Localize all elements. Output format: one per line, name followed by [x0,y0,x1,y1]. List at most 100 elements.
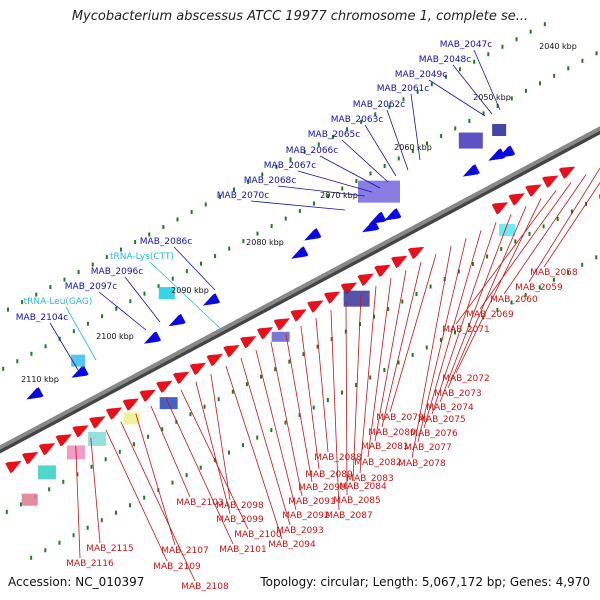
tick-mark [275,164,278,169]
leader-line [105,429,168,562]
tick-mark [218,194,221,199]
tick-mark [473,59,476,64]
leader-line [195,381,231,515]
tick-mark [312,405,315,410]
leader-line [543,182,600,268]
leader-line [345,302,348,496]
tick-mark [444,74,447,79]
tick-mark [383,163,386,168]
tick-mark [134,240,137,245]
tick-mark [171,480,174,485]
tick-mark [383,367,386,372]
reverse-gene-label: MAB_2096c [91,267,144,277]
forward-gene-label: MAB_2060 [490,295,538,305]
tick-mark [369,375,372,380]
forward-gene-arrow [105,407,123,420]
leader-line [423,230,482,429]
leader-line-layer [49,49,600,582]
scale-label: 2040 kbp [539,42,577,51]
tick-mark [289,157,292,162]
tick-mark [487,52,490,57]
leader-line [165,397,234,545]
tick-mark [553,73,556,78]
tick-mark [482,111,485,116]
reverse-gene-label: MAB_2061c [377,84,430,94]
tick-mark [288,359,291,364]
forward-gene-label: MAB_2082 [354,458,402,468]
forward-gene-arrow [407,246,425,259]
tick-mark [118,449,121,454]
forward-gene-arrow [256,327,274,340]
forward-gene-label: MAB_2100 [234,530,282,540]
forward-gene-label: MAB_2088 [314,453,362,463]
leader-line [503,174,587,295]
tick-mark [556,216,559,221]
tick-mark [185,269,188,274]
feature-box [358,180,401,203]
tick-mark [468,118,471,123]
tick-mark [91,262,94,267]
accession-text: Accession: NC_010397 [8,575,145,589]
tick-mark [567,270,570,275]
forward-gene-label: MAB_2059 [515,283,563,293]
reverse-gene-arrow [143,331,162,344]
tick-mark [340,390,343,395]
tick-mark [203,404,206,409]
forward-gene-arrow [307,300,324,313]
forward-gene-arrow [374,264,391,277]
reverse-gene-label: MAB_2070c [217,191,270,201]
tick-layer [2,22,600,560]
tick-mark [459,67,462,72]
backbone-line [0,126,600,450]
tick-mark [157,284,160,289]
tick-mark [425,345,428,350]
tick-mark [147,434,150,439]
reverse-gene-label: MAB_2104c [16,313,69,323]
tick-mark [72,533,75,538]
scale-label: 2110 kbp [21,375,59,384]
leader-line [528,167,600,283]
forward-gene-label: MAB_2090 [298,483,346,493]
leader-line [359,286,377,474]
tick-mark [346,127,349,132]
tick-mark [514,239,517,244]
leader-line [417,238,467,443]
tick-mark [19,502,22,507]
tick-mark [101,314,104,319]
forward-gene-arrow [122,398,139,411]
reverse-gene-arrow [26,387,44,400]
forward-gene-arrow [89,416,106,429]
tick-mark [245,382,248,387]
tick-mark [176,217,179,222]
tick-mark [30,351,33,356]
forward-gene-label: MAB_2079 [376,413,424,423]
scale-label: 2060 kbp [394,143,432,152]
backbone-layer [0,126,600,454]
tick-mark [132,442,135,447]
leader-line [315,317,329,453]
forward-gene-label: MAB_2071 [442,325,490,335]
tick-mark [261,172,264,177]
tick-mark [256,231,259,236]
tick-mark [217,397,220,402]
tick-mark [228,246,231,251]
leader-line [455,190,557,325]
tick-mark [119,247,122,252]
tick-mark [539,81,542,86]
tick-mark [360,119,363,124]
tick-mark [44,344,47,349]
tick-mark [515,37,518,42]
tick-mark [528,231,531,236]
tick-mark [369,171,372,176]
tick-mark [76,472,79,477]
leader-line [341,139,389,183]
feature-box [158,287,175,300]
reverse-gene-arrow [384,208,402,221]
forward-gene-arrow [189,362,207,375]
leader-line [149,261,223,331]
reverse-gene-arrow [304,228,322,241]
scale-label: 2080 kbp [246,238,284,247]
tick-mark [58,540,61,545]
reverse-gene-arrow [362,220,380,233]
